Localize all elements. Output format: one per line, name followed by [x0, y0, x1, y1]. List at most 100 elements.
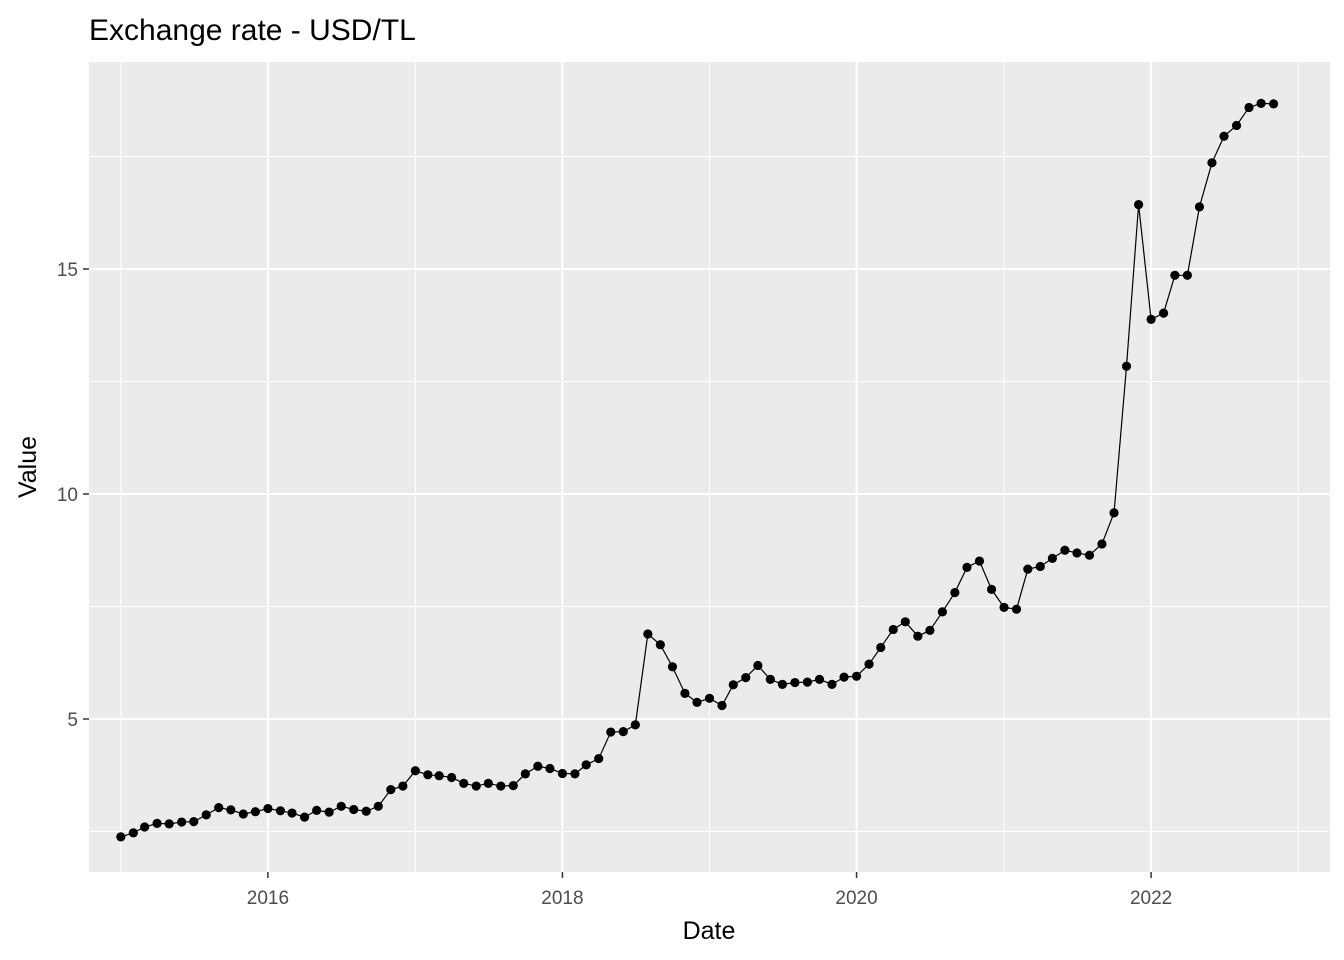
data-point: [336, 801, 346, 811]
x-tick-label: 2018: [541, 888, 583, 909]
x-tick-label: 2020: [835, 888, 877, 909]
data-point: [152, 818, 162, 829]
data-point: [1121, 361, 1132, 371]
data-point: [459, 778, 469, 788]
data-point: [986, 584, 997, 595]
data-point: [520, 769, 530, 779]
data-point: [275, 806, 285, 816]
data-point: [1047, 553, 1057, 563]
data-point: [630, 720, 640, 730]
data-point: [226, 805, 236, 815]
data-point: [1207, 158, 1217, 168]
data-point: [900, 617, 910, 627]
data-point: [753, 660, 763, 671]
data-point: [545, 763, 555, 774]
data-point: [263, 803, 273, 814]
data-point: [704, 693, 715, 703]
data-point: [1134, 200, 1144, 210]
data-point: [1256, 98, 1266, 108]
data-point: [962, 562, 972, 572]
data-point: [1084, 550, 1095, 560]
data-point: [1060, 545, 1070, 555]
data-point: [1158, 308, 1169, 318]
data-point: [1146, 314, 1156, 324]
data-point: [128, 828, 138, 838]
y-axis: 5 10 15: [57, 260, 89, 731]
data-point: [876, 642, 886, 653]
y-tick-label: 5: [67, 710, 78, 731]
data-point: [618, 727, 628, 737]
data-point: [1170, 270, 1180, 280]
data-point: [643, 629, 653, 639]
data-point: [361, 806, 371, 816]
data-point: [827, 679, 837, 689]
data-point: [164, 819, 174, 829]
data-point: [802, 677, 813, 687]
data-point: [839, 672, 849, 682]
minor-gridlines: [89, 62, 1330, 872]
data-point: [913, 631, 923, 641]
data-point: [937, 607, 947, 617]
data-point: [680, 688, 690, 698]
y-tick-label: 15: [57, 260, 78, 281]
data-point: [570, 769, 580, 779]
data-point: [765, 674, 775, 685]
data-point: [925, 625, 935, 635]
data-point: [655, 640, 665, 650]
data-point: [386, 785, 396, 795]
data-point: [594, 754, 604, 764]
data-point: [1244, 102, 1254, 113]
data-point: [728, 680, 738, 690]
data-points: [116, 98, 1279, 842]
x-tick-label: 2016: [247, 888, 289, 909]
data-point: [483, 778, 493, 788]
data-point: [1097, 539, 1107, 549]
data-point: [423, 770, 433, 780]
data-point: [533, 761, 543, 771]
x-axis-title: Date: [683, 917, 736, 945]
data-point: [581, 760, 591, 770]
data-point: [189, 817, 199, 827]
data-point: [1182, 270, 1192, 280]
data-point: [373, 801, 383, 811]
data-point: [999, 602, 1009, 613]
data-point: [471, 781, 481, 791]
data-point: [299, 812, 310, 822]
data-point: [1268, 99, 1279, 109]
data-point: [496, 781, 506, 791]
data-point: [508, 781, 518, 791]
data-point: [398, 781, 408, 791]
data-point: [1219, 131, 1229, 141]
data-point: [1072, 548, 1082, 558]
data-point: [1194, 202, 1205, 212]
data-point: [250, 807, 261, 817]
data-point: [434, 771, 444, 781]
data-point: [888, 624, 898, 635]
data-point: [950, 587, 960, 598]
data-point: [324, 807, 334, 817]
data-point: [1109, 508, 1119, 518]
data-point: [214, 803, 224, 813]
data-point: [777, 679, 788, 689]
data-point: [557, 768, 568, 779]
data-point: [447, 772, 457, 783]
data-point: [667, 662, 678, 672]
data-point: [410, 766, 420, 776]
data-point: [140, 822, 150, 832]
x-axis: 2016 2018 2020 2022: [247, 872, 1172, 909]
chart-title: Exchange rate - USD/TL: [89, 14, 416, 47]
data-point: [692, 697, 702, 707]
data-point: [790, 677, 800, 688]
data-point: [312, 805, 322, 815]
data-point: [864, 659, 874, 669]
data-point: [177, 817, 187, 827]
data-point: [287, 808, 297, 818]
data-point: [1023, 564, 1033, 574]
x-tick-label: 2022: [1130, 888, 1172, 909]
y-axis-title: Value: [14, 436, 42, 498]
data-point: [1231, 120, 1242, 131]
data-point: [814, 674, 825, 685]
major-gridlines: [89, 62, 1330, 872]
data-point: [349, 804, 359, 815]
